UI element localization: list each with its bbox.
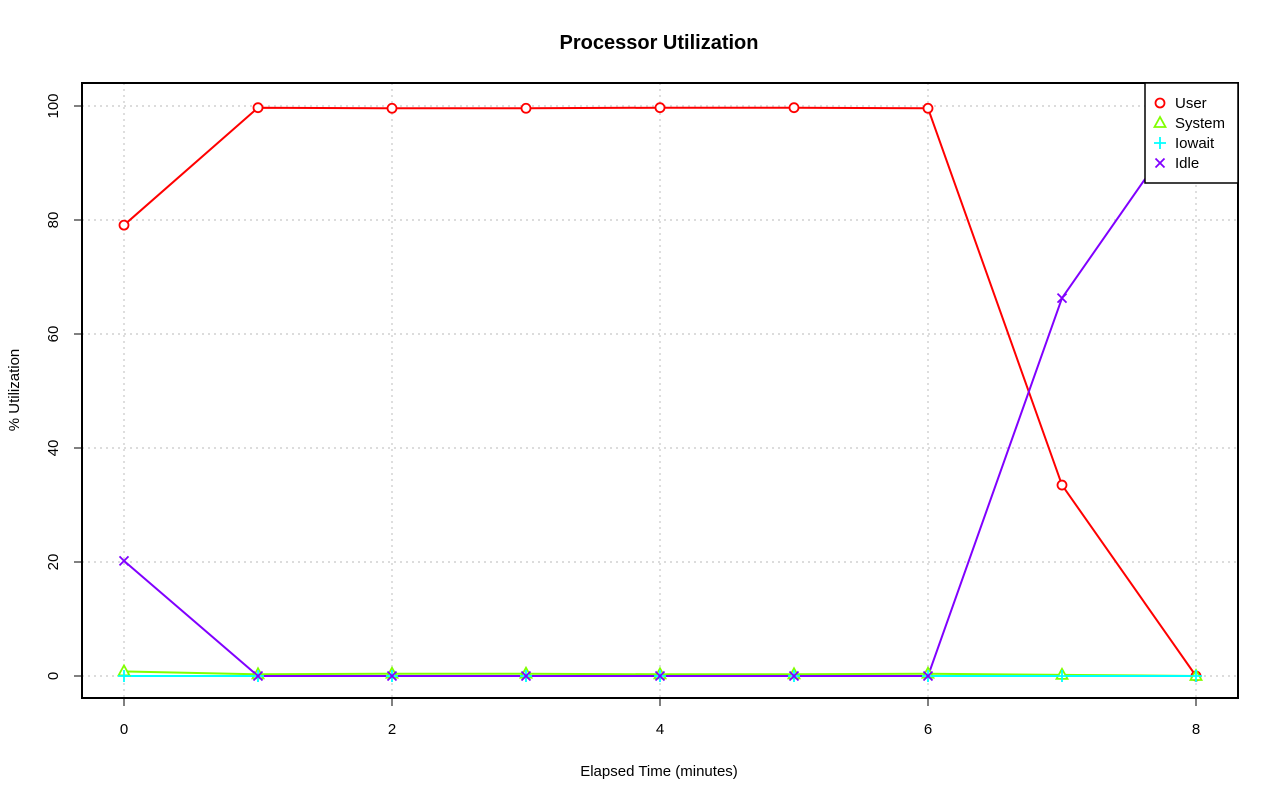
data-point-idle bbox=[1056, 292, 1068, 304]
data-point-user bbox=[252, 102, 264, 114]
chart-title: Processor Utilization bbox=[560, 32, 759, 54]
y-tick-label: 60 bbox=[45, 326, 62, 343]
legend-label-iowait: Iowait bbox=[1175, 135, 1215, 152]
y-axis-label: % Utilization bbox=[6, 349, 23, 432]
series-markers bbox=[116, 100, 1204, 682]
data-point-idle bbox=[788, 670, 800, 682]
data-point-user bbox=[118, 219, 130, 231]
legend-marker-user bbox=[1154, 97, 1166, 109]
x-tick-label: 0 bbox=[120, 721, 128, 738]
y-tick-label: 40 bbox=[45, 440, 62, 457]
data-point-iowait bbox=[1190, 670, 1202, 682]
data-point-user bbox=[788, 102, 800, 114]
data-point-user bbox=[520, 102, 532, 114]
legend-marker-system bbox=[1152, 115, 1168, 128]
legend: User System Iowait Idle bbox=[1144, 82, 1239, 184]
x-tick-label: 8 bbox=[1192, 721, 1200, 738]
legend-label-idle: Idle bbox=[1175, 155, 1199, 172]
x-axis: 0 2 4 6 8 bbox=[120, 697, 1200, 738]
x-axis-label: Elapsed Time (minutes) bbox=[580, 763, 738, 780]
y-tick-label: 80 bbox=[45, 212, 62, 229]
data-point-idle bbox=[118, 555, 130, 566]
data-point-user bbox=[654, 102, 666, 114]
y-tick-label: 20 bbox=[45, 554, 62, 571]
data-point-idle bbox=[252, 670, 264, 682]
data-point-user bbox=[386, 102, 398, 114]
data-point-idle bbox=[520, 670, 532, 682]
legend-marker-idle bbox=[1154, 157, 1166, 169]
x-tick-label: 6 bbox=[924, 721, 932, 738]
data-point-idle bbox=[386, 670, 398, 682]
legend-marker-iowait bbox=[1154, 137, 1166, 149]
data-point-user bbox=[1056, 479, 1068, 491]
data-point-idle bbox=[922, 670, 934, 682]
y-tick-label: 100 bbox=[45, 93, 62, 118]
grid-lines bbox=[82, 83, 1238, 698]
data-point-iowait bbox=[1056, 670, 1068, 682]
y-axis: 0 20 40 60 80 100 bbox=[45, 93, 83, 680]
legend-label-system: System bbox=[1175, 115, 1225, 132]
data-point-idle bbox=[654, 670, 666, 682]
y-tick-label: 0 bbox=[45, 672, 62, 680]
x-tick-label: 2 bbox=[388, 721, 396, 738]
data-point-user bbox=[922, 102, 934, 114]
data-point-iowait bbox=[118, 670, 130, 682]
x-tick-label: 4 bbox=[656, 721, 664, 738]
legend-label-user: User bbox=[1175, 95, 1207, 112]
